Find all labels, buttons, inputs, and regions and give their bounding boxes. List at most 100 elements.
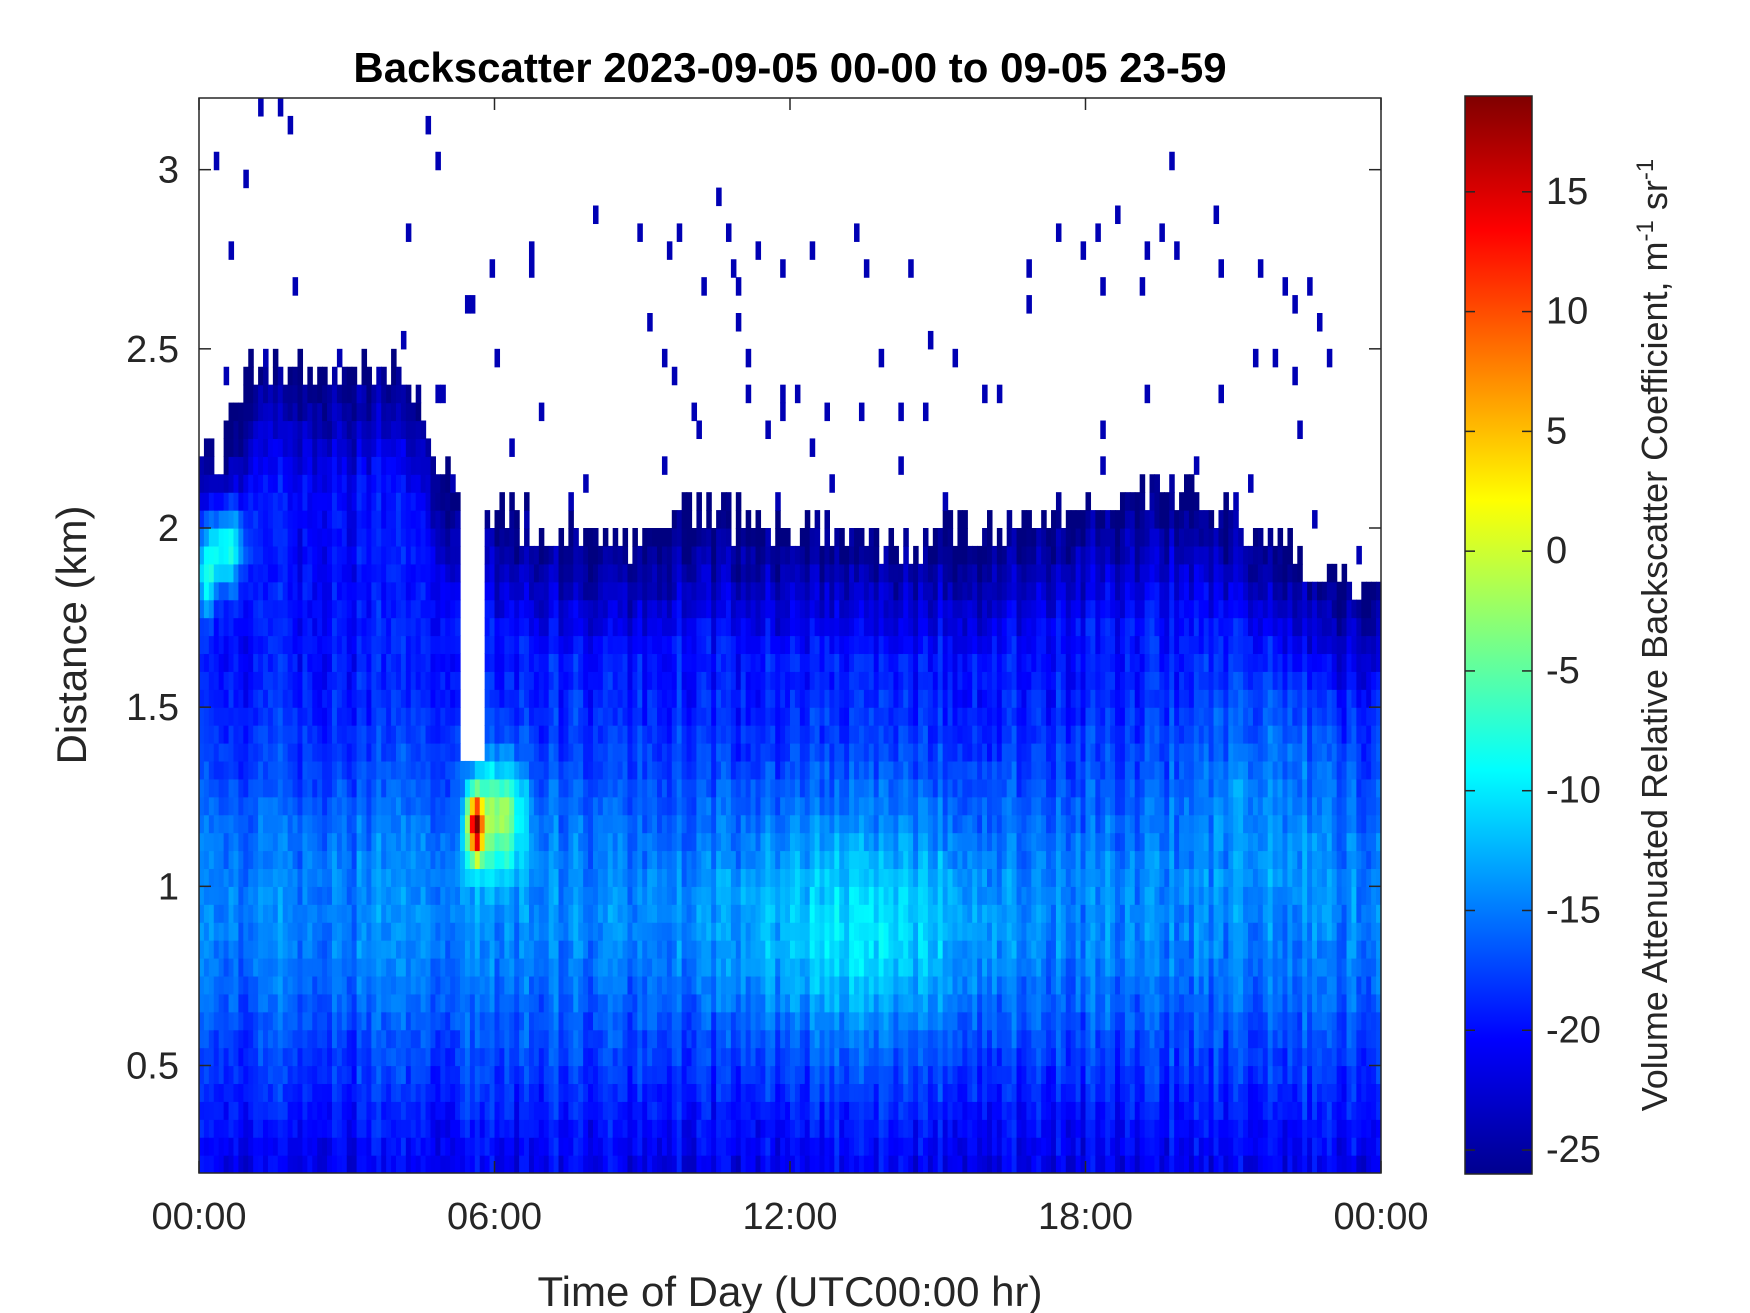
heatmap-cell bbox=[267, 796, 274, 816]
heatmap-cell bbox=[356, 456, 363, 475]
heatmap-cell bbox=[238, 1137, 244, 1156]
heatmap-cell bbox=[716, 922, 722, 941]
heatmap-cell bbox=[809, 1065, 816, 1085]
heatmap-cell bbox=[238, 545, 244, 565]
heatmap-cell bbox=[706, 975, 712, 995]
heatmap-cell bbox=[366, 1011, 372, 1031]
heatmap-cell bbox=[218, 796, 225, 816]
heatmap-cell bbox=[346, 456, 353, 475]
heatmap-cell bbox=[721, 599, 727, 619]
heatmap-cell bbox=[543, 1137, 550, 1156]
heatmap-cell bbox=[765, 958, 771, 977]
heatmap-cell bbox=[277, 689, 284, 708]
heatmap-cell bbox=[248, 778, 254, 798]
heatmap-cell bbox=[647, 850, 653, 870]
heatmap-cell bbox=[804, 850, 811, 870]
heatmap-cell bbox=[341, 1155, 348, 1173]
heatmap-cell bbox=[593, 653, 599, 672]
heatmap-cell bbox=[213, 886, 220, 905]
heatmap-cell bbox=[627, 922, 633, 941]
heatmap-cell bbox=[686, 868, 693, 887]
heatmap-cell bbox=[578, 868, 584, 887]
heatmap-cell bbox=[341, 456, 348, 475]
heatmap-cell bbox=[430, 1155, 436, 1173]
heatmap-cell bbox=[661, 617, 668, 637]
heatmap-cell bbox=[450, 778, 456, 798]
heatmap-cell bbox=[686, 599, 693, 619]
heatmap-cell bbox=[400, 456, 407, 475]
heatmap-cell bbox=[799, 1047, 806, 1067]
heatmap-cell bbox=[410, 402, 417, 422]
heatmap-cell bbox=[287, 814, 294, 834]
heatmap-cell bbox=[780, 832, 786, 852]
heatmap-cell bbox=[282, 886, 289, 905]
heatmap-cell bbox=[730, 940, 737, 959]
heatmap-cell bbox=[435, 832, 441, 852]
heatmap-cell bbox=[804, 814, 811, 834]
heatmap-cell bbox=[277, 438, 284, 457]
heatmap-cell bbox=[381, 599, 387, 619]
heatmap-cell bbox=[474, 850, 481, 870]
heatmap-cell bbox=[287, 1065, 294, 1085]
heatmap-cell bbox=[819, 617, 826, 637]
heatmap-cell bbox=[361, 778, 368, 798]
heatmap-cell bbox=[661, 958, 668, 977]
heatmap-cell bbox=[253, 510, 259, 529]
heatmap-cell bbox=[336, 420, 343, 440]
heatmap-cell bbox=[391, 743, 397, 762]
heatmap-cell bbox=[336, 1029, 343, 1049]
heatmap-cell bbox=[297, 868, 304, 887]
heatmap-cell bbox=[794, 1101, 801, 1120]
heatmap-cell bbox=[657, 707, 663, 726]
heatmap-cell bbox=[538, 617, 545, 637]
heatmap-cell bbox=[775, 617, 781, 637]
heatmap-cell bbox=[602, 635, 609, 655]
heatmap-cell bbox=[351, 563, 358, 583]
heatmap-cell bbox=[745, 778, 752, 798]
heatmap-cell bbox=[346, 545, 353, 565]
heatmap-cell bbox=[519, 832, 525, 852]
heatmap-cell bbox=[322, 528, 328, 547]
heatmap-cell bbox=[711, 653, 717, 672]
heatmap-cell bbox=[282, 814, 289, 834]
heatmap-cell bbox=[248, 1119, 254, 1138]
heatmap-cell bbox=[277, 1047, 284, 1067]
heatmap-cell bbox=[489, 760, 496, 780]
heatmap-cell bbox=[765, 635, 771, 655]
heatmap-cell bbox=[671, 599, 678, 619]
heatmap-cell bbox=[469, 796, 476, 816]
heatmap-cell bbox=[376, 545, 382, 565]
heatmap-cell bbox=[740, 778, 747, 798]
heatmap-cell bbox=[755, 958, 762, 977]
heatmap-cell bbox=[721, 528, 727, 547]
heatmap-cell bbox=[622, 975, 629, 995]
heatmap-cell bbox=[597, 958, 604, 977]
heatmap-cell bbox=[716, 940, 722, 959]
heatmap-cell bbox=[366, 743, 372, 762]
heatmap-cell bbox=[410, 456, 417, 475]
heatmap-cell bbox=[593, 832, 599, 852]
heatmap-cell bbox=[356, 420, 363, 440]
heatmap-cell bbox=[622, 545, 629, 565]
heatmap-cell bbox=[381, 975, 387, 995]
heatmap-cell bbox=[652, 743, 658, 762]
heatmap-cell bbox=[725, 671, 732, 690]
heatmap-cell bbox=[730, 993, 737, 1013]
heatmap-cell bbox=[445, 832, 451, 852]
heatmap-cell bbox=[671, 850, 678, 870]
heatmap-cell bbox=[504, 1155, 510, 1173]
heatmap-cell bbox=[263, 832, 269, 852]
heatmap-cell bbox=[597, 599, 604, 619]
heatmap-cell bbox=[588, 635, 594, 655]
heatmap-cell bbox=[716, 671, 722, 690]
heatmap-cell bbox=[583, 1047, 589, 1067]
heatmap-cell bbox=[228, 725, 235, 744]
heatmap-cell bbox=[450, 545, 456, 565]
heatmap-cell bbox=[607, 743, 614, 762]
heatmap-cell bbox=[686, 743, 693, 762]
heatmap-cell bbox=[297, 743, 304, 762]
heatmap-cell bbox=[824, 796, 830, 816]
heatmap-cell bbox=[790, 850, 796, 870]
heatmap-cell bbox=[248, 814, 254, 834]
heatmap-cell bbox=[785, 599, 791, 619]
